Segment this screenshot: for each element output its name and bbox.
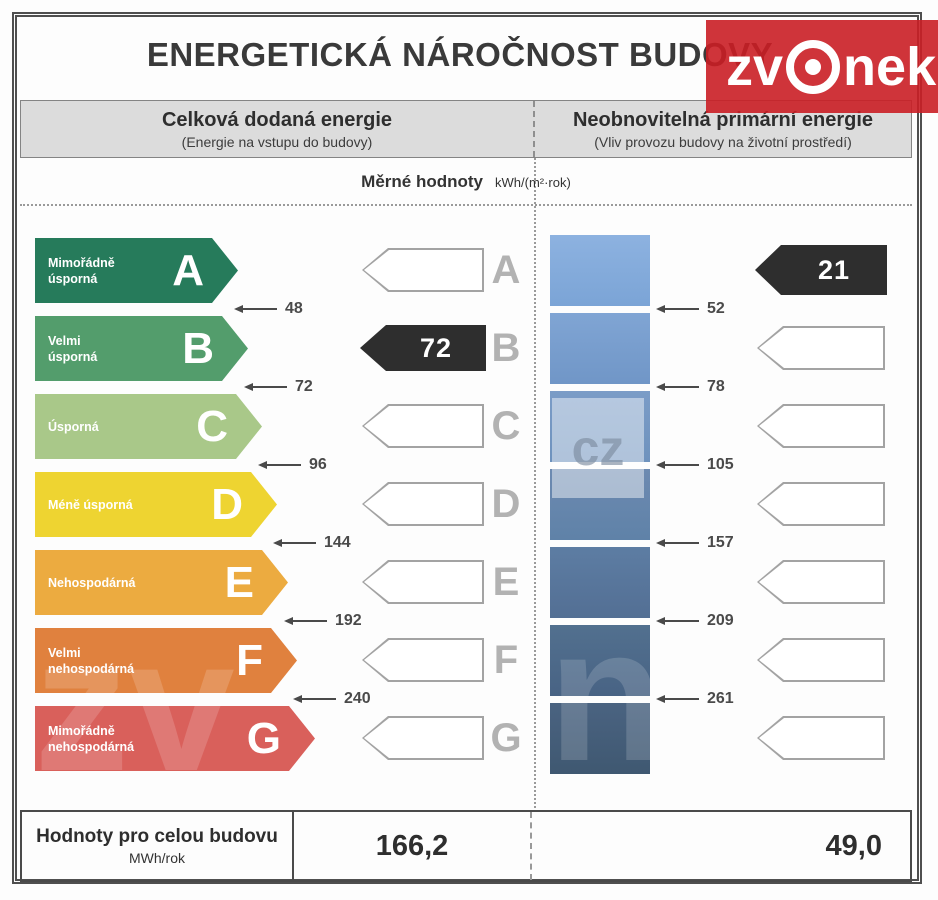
header-delivered-energy: Celková dodaná energie (Energie na vstup…: [21, 101, 535, 157]
primary-energy-total: 49,0: [825, 829, 882, 862]
delivered-energy-total: 166,2: [375, 829, 449, 862]
specific-values-label: Měrné hodnoty: [361, 172, 483, 191]
whole-building-values-row: Hodnoty pro celou budovu MWh/rok 166,2 4…: [20, 810, 912, 882]
footer-divider: [530, 812, 532, 880]
header-delivered-title: Celková dodaná energie: [161, 108, 393, 131]
specific-values-row: Měrné hodnoty kWh/(m²·rok): [20, 172, 912, 192]
cz-watermark: cz: [552, 398, 644, 498]
page-title: ENERGETICKÁ NÁROČNOST BUDOVY: [146, 36, 774, 73]
n-watermark: n: [548, 589, 665, 801]
whole-building-unit: MWh/rok: [129, 850, 185, 866]
specific-values-unit: kWh/(m²·rok): [495, 175, 571, 190]
header-primary-title: Neobnovitelná primární energie: [572, 108, 874, 131]
vendor-logo: zv nek: [706, 20, 938, 113]
zv-watermark: zv: [34, 599, 235, 811]
bullseye-icon: [786, 39, 841, 94]
whole-building-label-cell: Hodnoty pro celou budovu MWh/rok: [22, 812, 294, 880]
logo-text-right: nek: [843, 36, 937, 97]
logo-text-left: zv: [726, 36, 784, 97]
column-divider: [534, 158, 536, 808]
whole-building-label: Hodnoty pro celou budovu: [36, 826, 278, 847]
dotted-separator: [20, 204, 912, 206]
header-primary-subtitle: (Vliv provozu budovy na životní prostřed…: [594, 133, 852, 150]
header-delivered-subtitle: (Energie na vstupu do budovy): [181, 133, 373, 150]
header-primary-energy: Neobnovitelná primární energie (Vliv pro…: [535, 101, 911, 157]
column-header-band: Celková dodaná energie (Energie na vstup…: [20, 100, 912, 158]
